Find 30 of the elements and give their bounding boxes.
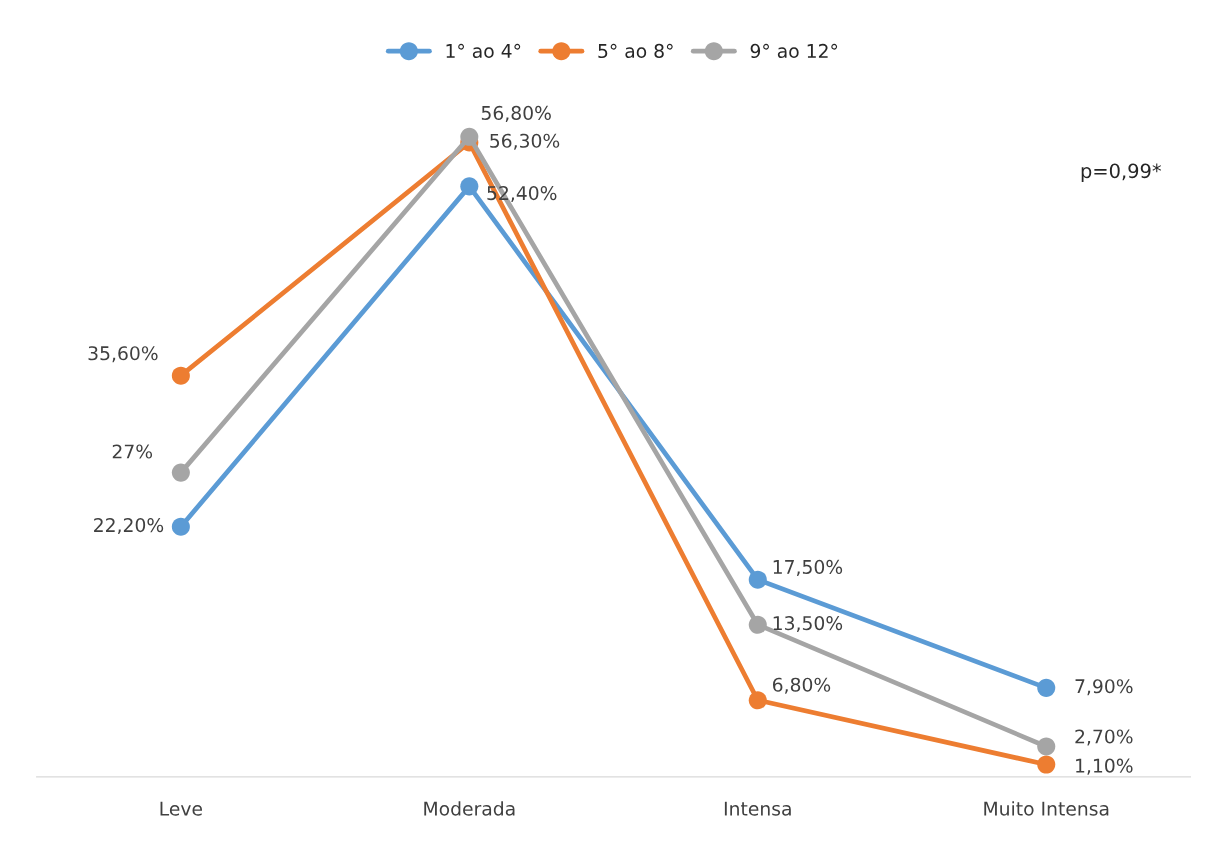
- point: [748, 691, 767, 710]
- data-label: 6,80%: [772, 677, 831, 694]
- point: [1037, 737, 1056, 756]
- point: [1037, 755, 1056, 774]
- legend-label: 9° ao 12°: [750, 43, 838, 59]
- x-tick-label: Leve: [160, 801, 202, 816]
- data-label: 13,50%: [773, 616, 843, 633]
- data-label: 17,50%: [773, 559, 843, 576]
- legend-label: 5° ao 8°: [598, 43, 673, 59]
- data-label: 35,60%: [88, 346, 158, 363]
- data-label: 1,10%: [1076, 758, 1133, 775]
- x-tick-label: Intensa: [724, 801, 791, 816]
- point: [171, 517, 190, 536]
- data-label: 27%: [112, 444, 153, 459]
- point: [460, 177, 479, 196]
- point: [1037, 678, 1056, 697]
- point: [171, 366, 190, 385]
- point: [171, 463, 190, 482]
- data-label: 22,20%: [94, 517, 164, 535]
- annotation: p=0,99*: [1081, 163, 1162, 182]
- x-tick-label: Muito Intensa: [984, 801, 1109, 816]
- data-label: 2,70%: [1075, 729, 1133, 746]
- point: [460, 127, 479, 146]
- data-label: 7,90%: [1075, 679, 1133, 696]
- data-label: 56,80%: [481, 105, 551, 122]
- data-label: 56,30%: [490, 133, 560, 150]
- point: [748, 570, 767, 589]
- point: [748, 615, 767, 634]
- legend-label: 1° ao 4°: [446, 43, 521, 59]
- x-tick-label: Moderada: [424, 801, 515, 816]
